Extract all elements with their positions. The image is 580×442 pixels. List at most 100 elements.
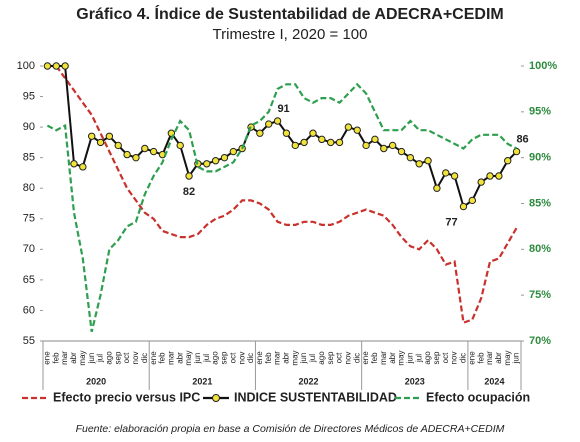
marker <box>397 147 406 156</box>
x-tick-label: may <box>78 350 87 365</box>
marker <box>291 141 299 150</box>
x-tick-label: jul <box>202 354 211 363</box>
y-tick-label: 100 <box>17 60 35 72</box>
x-tick-label: jun <box>512 353 521 365</box>
marker <box>442 169 450 177</box>
marker <box>96 138 105 147</box>
x-tick-label: ago <box>211 351 220 365</box>
x-tick-label: may <box>184 350 193 365</box>
marker <box>459 202 468 211</box>
series-line <box>46 82 518 333</box>
x-tick-label: ago <box>104 351 113 365</box>
legend-label: Efecto precio versus IPC <box>53 390 200 404</box>
marker <box>220 153 229 162</box>
marker <box>450 172 459 180</box>
x-tick-label: mar <box>485 351 494 365</box>
marker <box>52 62 60 70</box>
legend-label: Efecto ocupación <box>426 390 530 404</box>
x-tick-label: sep <box>220 351 229 364</box>
x-tick-label: dic <box>246 353 255 363</box>
marker <box>105 132 114 140</box>
marker <box>203 160 211 168</box>
marker <box>211 157 220 165</box>
x-tick-label: feb <box>158 352 167 364</box>
y-tick-label: 70 <box>23 243 35 255</box>
marker <box>149 147 158 156</box>
y2-tick-label: 80% <box>529 243 551 255</box>
year-label: 2024 <box>484 376 504 386</box>
x-tick-label: oct <box>228 352 237 363</box>
x-tick-label: feb <box>476 352 485 364</box>
y2-tick-label: 90% <box>529 152 551 164</box>
marker <box>406 153 415 162</box>
x-tick-label: ene <box>467 351 476 365</box>
y2-tick-label: 70% <box>529 335 551 347</box>
marker <box>114 141 122 150</box>
marker <box>309 129 317 137</box>
marker <box>185 172 193 180</box>
y2-tick-label: 95% <box>529 106 551 118</box>
marker <box>282 129 291 137</box>
x-tick-label: oct <box>335 352 344 363</box>
x-tick-label: sep <box>326 351 335 364</box>
y2-tick-label: 100% <box>529 60 557 72</box>
x-tick-label: dic <box>352 353 361 363</box>
x-tick-label: may <box>290 350 299 365</box>
marker <box>486 172 494 180</box>
x-tick-label: ene <box>43 351 52 365</box>
x-tick-label: jul <box>414 354 423 363</box>
marker <box>70 160 78 168</box>
x-tick-label: ene <box>255 351 264 365</box>
marker <box>371 135 379 144</box>
x-tick-label: sep <box>432 351 441 364</box>
x-tick-label: nov <box>343 352 352 365</box>
legend-marker <box>212 394 220 402</box>
x-tick-label: dic <box>459 353 468 363</box>
marker <box>229 147 238 156</box>
marker <box>344 123 353 131</box>
data-label: 77 <box>445 216 457 228</box>
marker <box>495 172 503 180</box>
marker <box>424 157 432 165</box>
data-label: 82 <box>183 186 195 198</box>
marker <box>265 120 273 128</box>
y-tick-label: 65 <box>23 274 35 286</box>
x-tick-label: nov <box>237 352 246 365</box>
x-tick-label: jun <box>299 353 308 365</box>
y-tick-label: 55 <box>23 335 35 347</box>
x-tick-label: jul <box>308 354 317 363</box>
marker <box>141 144 149 153</box>
x-tick-label: mar <box>166 351 175 365</box>
x-tick-label: feb <box>51 352 60 364</box>
y2-tick-label: 85% <box>529 197 551 209</box>
y2-tick-label: 75% <box>529 289 551 301</box>
x-tick-label: mar <box>273 351 282 365</box>
x-tick-label: abr <box>69 352 78 364</box>
x-tick-label: may <box>397 350 406 365</box>
source: Fuente: elaboración propia en base a Com… <box>76 423 505 435</box>
x-tick-label: oct <box>122 352 131 363</box>
year-label: 2022 <box>299 376 319 386</box>
marker <box>512 147 521 156</box>
x-tick-label: mar <box>60 351 69 365</box>
x-tick-label: sep <box>113 351 122 364</box>
x-tick-label: ene <box>149 351 158 365</box>
marker <box>433 184 441 192</box>
legend-label: INDICE SUSTENTABILIDAD <box>234 390 397 404</box>
x-tick-label: jun <box>87 353 96 365</box>
year-label: 2023 <box>405 376 425 386</box>
x-tick-label: mar <box>379 351 388 365</box>
y-tick-label: 95 <box>23 90 35 102</box>
x-tick-label: dic <box>140 353 149 363</box>
y-tick-label: 85 <box>23 152 35 164</box>
y-tick-label: 60 <box>23 304 35 316</box>
marker <box>380 144 388 153</box>
marker <box>79 163 87 171</box>
marker <box>300 138 308 147</box>
marker <box>477 178 485 186</box>
marker <box>256 129 264 137</box>
data-label: 86 <box>516 133 528 145</box>
marker <box>176 141 184 150</box>
x-tick-label: nov <box>450 352 459 365</box>
